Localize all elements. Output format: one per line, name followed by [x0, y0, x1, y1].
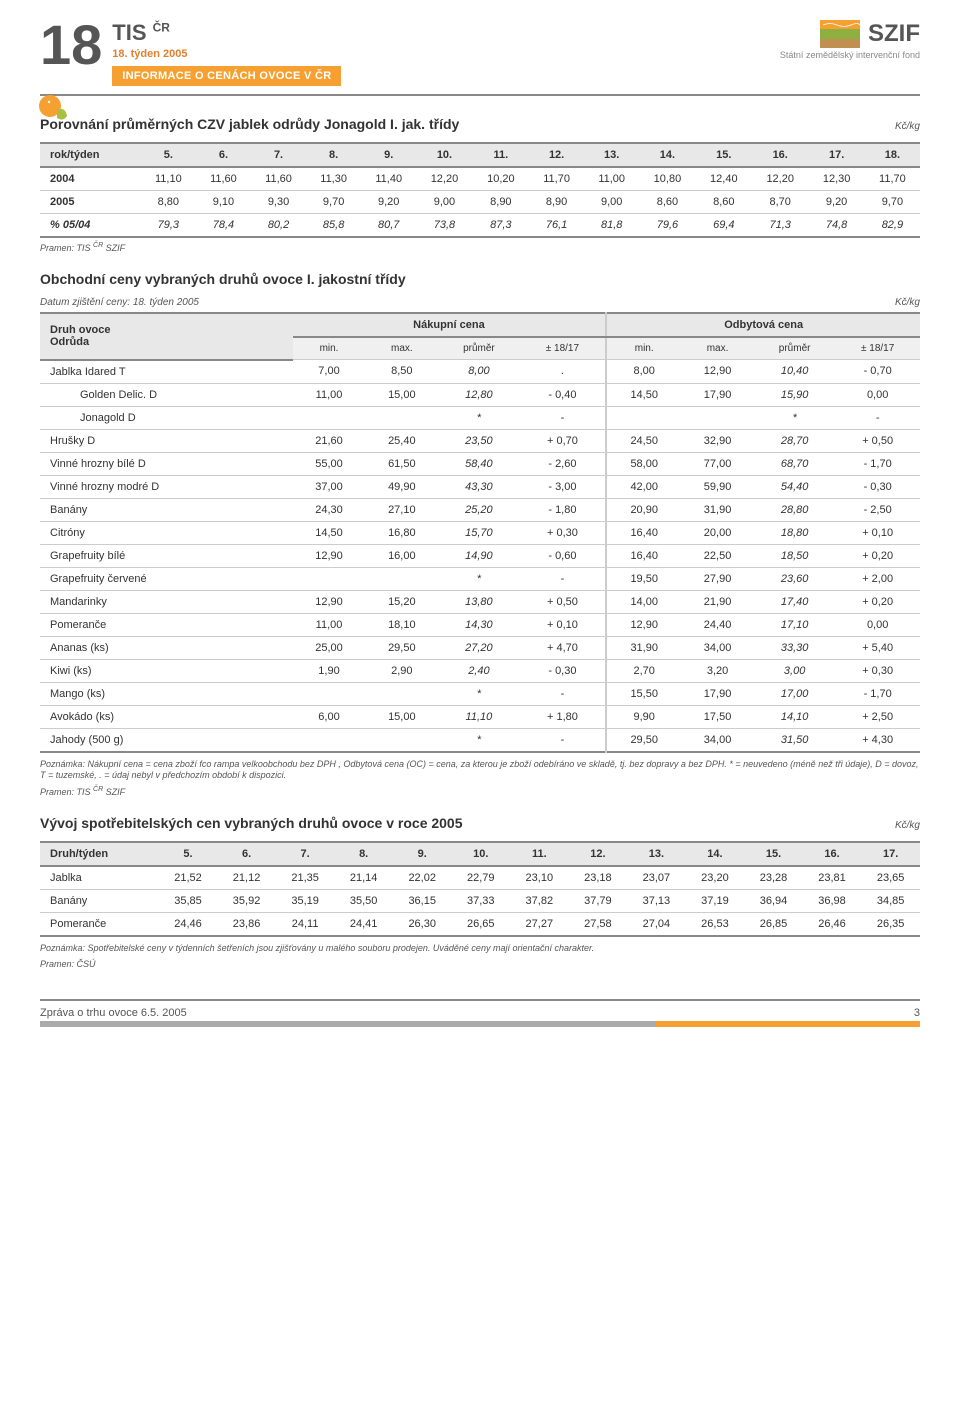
trade-prices-table: Druh ovoceOdrůdaNákupní cenaOdbytová cen… — [40, 312, 920, 753]
section3-title-text: Vývoj spotřebitelských cen vybraných dru… — [40, 815, 463, 831]
section2-source: Pramen: TIS ČR SZIF — [40, 786, 920, 797]
tis-block: TIS ČR 18. týden 2005 INFORMACE O CENÁCH… — [112, 20, 341, 86]
header-left: 18 TIS ČR 18. týden 2005 INFORMACE O CEN… — [40, 20, 341, 86]
szif-logo: SZIF Státní zemědělský intervenční fond — [780, 20, 920, 60]
page-header: 18 TIS ČR 18. týden 2005 INFORMACE O CEN… — [40, 20, 920, 96]
szif-subtitle: Státní zemědělský intervenční fond — [780, 50, 920, 60]
fruit-icon — [35, 88, 75, 128]
section3-unit: Kč/kg — [895, 820, 920, 831]
tis-title: TIS ČR — [112, 20, 341, 46]
section2-unit: Kč/kg — [895, 297, 920, 308]
footer-bar — [40, 1021, 920, 1027]
section2-title: Obchodní ceny vybraných druhů ovoce I. j… — [40, 271, 920, 287]
footer-page-number: 3 — [914, 1007, 920, 1019]
section3-source: Pramen: ČSÚ — [40, 959, 920, 969]
czv-comparison-table: rok/týden5.6.7.8.9.10.11.12.13.14.15.16.… — [40, 142, 920, 238]
issue-number: 18 — [40, 20, 102, 70]
section3-note: Poznámka: Spotřebitelské ceny v týdenníc… — [40, 943, 920, 955]
szif-flag-icon — [820, 20, 860, 48]
consumer-prices-table: Druh/týden5.6.7.8.9.10.11.12.13.14.15.16… — [40, 841, 920, 937]
footer-left: Zpráva o trhu ovoce 6.5. 2005 — [40, 1007, 187, 1019]
section1-title-text: Porovnání průměrných CZV jablek odrůdy J… — [40, 116, 459, 132]
section1-source: Pramen: TIS ČR SZIF — [40, 242, 920, 253]
section2-note: Poznámka: Nákupní cena = cena zboží fco … — [40, 759, 920, 782]
section3-title: Vývoj spotřebitelských cen vybraných dru… — [40, 815, 920, 831]
section2-date: Datum zjištění ceny: 18. týden 2005 — [40, 297, 199, 308]
section2-subheader: Datum zjištění ceny: 18. týden 2005 Kč/k… — [40, 297, 920, 308]
tis-subtitle: 18. týden 2005 — [112, 48, 341, 60]
info-bar: INFORMACE O CENÁCH OVOCE V ČR — [112, 66, 341, 86]
section2-title-text: Obchodní ceny vybraných druhů ovoce I. j… — [40, 271, 406, 287]
page-footer: Zpráva o trhu ovoce 6.5. 2005 3 — [40, 999, 920, 1019]
szif-text: SZIF — [868, 20, 920, 48]
section1-title: Porovnání průměrných CZV jablek odrůdy J… — [40, 116, 920, 132]
section1-unit: Kč/kg — [895, 121, 920, 132]
